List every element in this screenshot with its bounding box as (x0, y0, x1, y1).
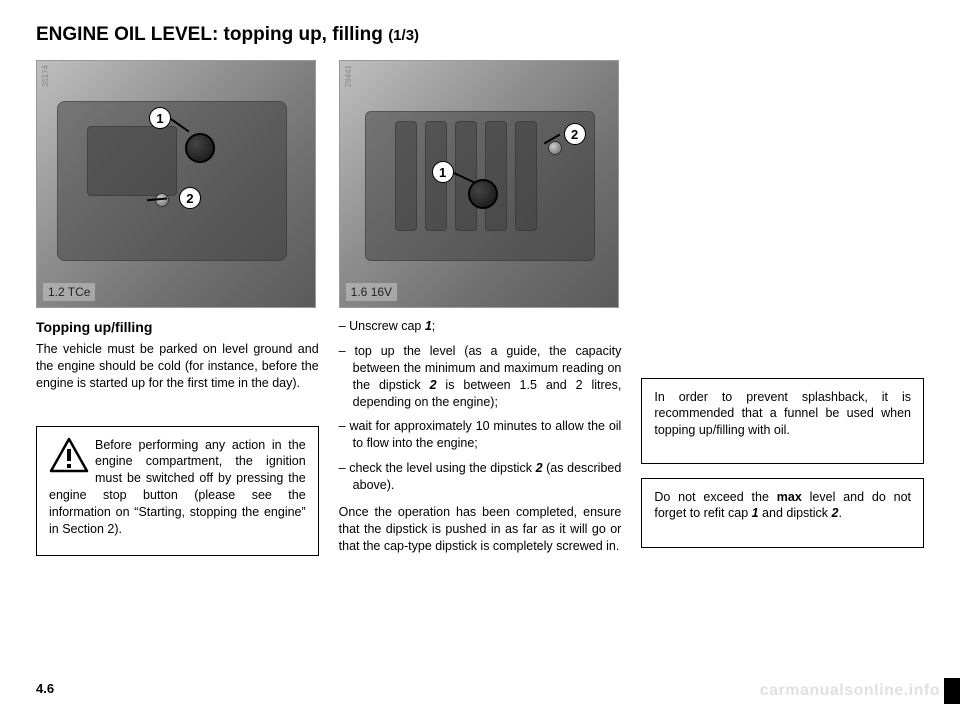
engine-rib (395, 121, 417, 231)
oil-cap (185, 133, 215, 163)
page-title: ENGINE OIL LEVEL: topping up, filling (1… (36, 24, 924, 46)
warning-icon (49, 437, 89, 473)
figure-ref: 28441 (344, 65, 353, 87)
note-funnel: In order to prevent splashback, it is re… (641, 378, 924, 464)
figure-label: 1.2 TCe (43, 283, 95, 301)
title-sub: (1/3) (388, 27, 419, 44)
figure-left: 35174 1 2 1.2 TCe (36, 60, 316, 308)
engine-rib (485, 121, 507, 231)
figure-ref: 35174 (41, 65, 50, 87)
instruction-list: Unscrew cap 1; top up the level (as a gu… (339, 318, 622, 494)
column-3: In order to prevent splashback, it is re… (641, 60, 924, 570)
callout-1: 1 (149, 107, 171, 129)
note-max-level: Do not exceed the max level and do not f… (641, 478, 924, 548)
engine-rib (515, 121, 537, 231)
col1-para: The vehicle must be parked on level grou… (36, 341, 319, 392)
list-item: wait for approximately 10 minutes to all… (339, 418, 622, 452)
figure-label: 1.6 16V (346, 283, 397, 301)
engine-part (87, 126, 177, 196)
warning-box: Before performing any action in the engi… (36, 426, 319, 556)
page-number: 4.6 (36, 681, 54, 696)
list-item: check the level using the dipstick 2 (as… (339, 460, 622, 494)
figure-mid: 28441 1 2 1.6 16V (339, 60, 619, 308)
callout-1: 1 (432, 161, 454, 183)
page-tab (944, 678, 960, 704)
engine-rib (455, 121, 477, 231)
callout-2: 2 (564, 123, 586, 145)
title-main: ENGINE OIL LEVEL: topping up, filling (36, 24, 388, 45)
closing-para: Once the operation has been completed, e… (339, 504, 622, 555)
list-item: top up the level (as a guide, the capaci… (339, 343, 622, 411)
column-1: 35174 1 2 1.2 TCe Topping up/filling The… (36, 60, 319, 570)
content-columns: 35174 1 2 1.2 TCe Topping up/filling The… (36, 60, 924, 570)
callout-2: 2 (179, 187, 201, 209)
dipstick (548, 141, 562, 155)
oil-cap (468, 179, 498, 209)
topping-up-heading: Topping up/filling (36, 318, 319, 337)
col1-body: Topping up/filling The vehicle must be p… (36, 318, 319, 392)
watermark: carmanualsonline.info (760, 682, 940, 700)
list-item: Unscrew cap 1; (339, 318, 622, 335)
column-2: 28441 1 2 1.6 16V Unscrew cap 1; top (339, 60, 622, 570)
